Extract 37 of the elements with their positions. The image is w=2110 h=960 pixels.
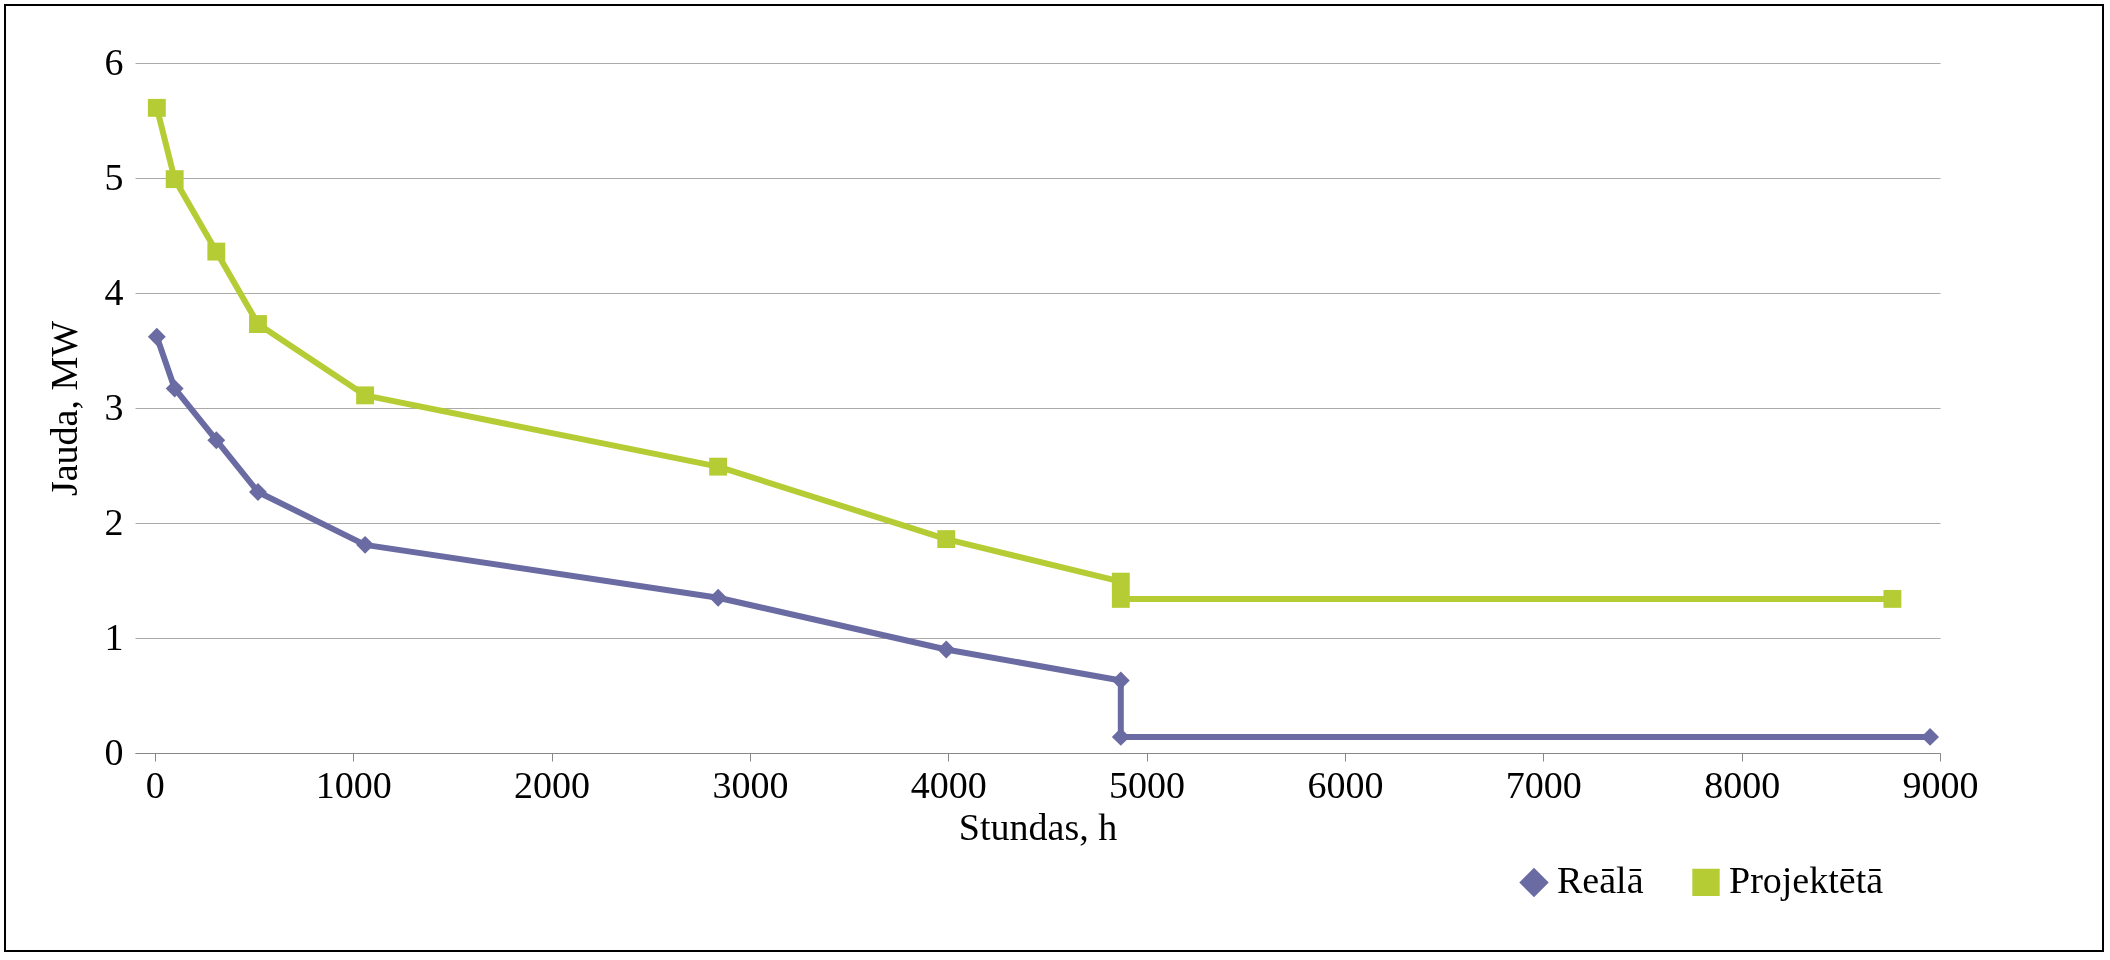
point [207, 242, 226, 261]
y-axis-title: Jauda, MW [42, 320, 85, 497]
point [356, 386, 375, 405]
x-tick-label: 0 [145, 763, 165, 806]
point [249, 315, 267, 333]
x-tick-label: 7000 [1505, 763, 1582, 806]
point [709, 457, 728, 476]
point [249, 483, 267, 501]
y-tick-label: 3 [104, 385, 124, 428]
legend-label: Projektētā [1729, 859, 1884, 902]
point [937, 530, 956, 549]
x-tick-label: 5000 [1109, 763, 1186, 806]
point [937, 640, 956, 659]
x-tick-label: 8000 [1704, 763, 1781, 806]
x-axis-title: Stundas, h [958, 805, 1118, 848]
y-tick-label: 1 [104, 615, 124, 658]
point [1111, 589, 1130, 608]
point [147, 98, 166, 117]
x-tick-label: 1000 [315, 763, 392, 806]
point [1883, 589, 1902, 608]
point [147, 327, 166, 346]
y-tick-label: 2 [104, 500, 124, 543]
y-tick-label: 4 [104, 270, 124, 313]
point [207, 431, 226, 450]
y-tick-label: 5 [104, 155, 124, 198]
legend-label: Reālā [1557, 859, 1644, 902]
y-tick-label: 6 [104, 40, 124, 83]
point [709, 588, 728, 607]
point [165, 170, 184, 189]
x-tick-label: 3000 [712, 763, 789, 806]
x-tick-label: 9000 [1902, 763, 1979, 806]
x-tick-label: 4000 [910, 763, 987, 806]
x-tick-label: 2000 [514, 763, 591, 806]
point [165, 379, 184, 398]
y-tick-label: 0 [104, 730, 124, 773]
x-tick-label: 6000 [1307, 763, 1384, 806]
point [1111, 572, 1130, 591]
